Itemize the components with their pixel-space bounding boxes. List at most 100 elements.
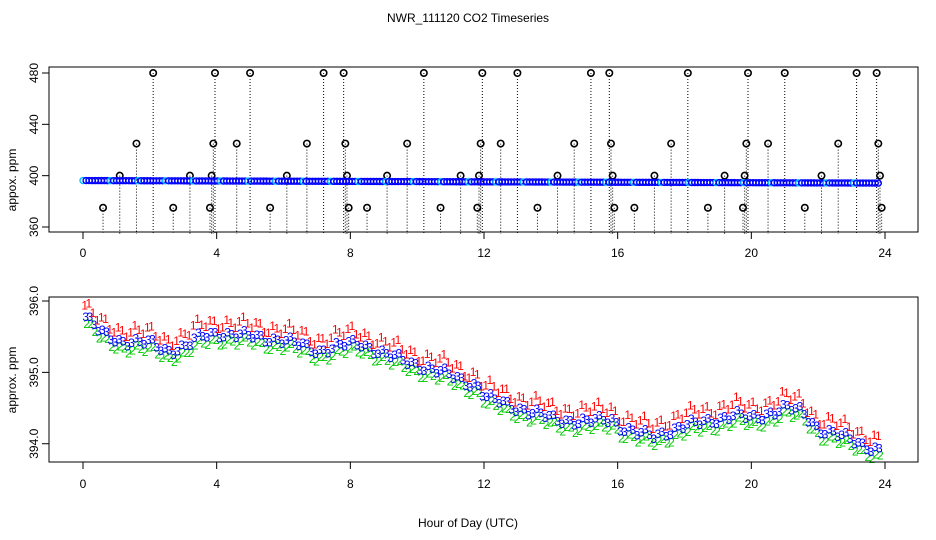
marker-1: 1 bbox=[157, 334, 164, 348]
marker-3: 3 bbox=[116, 332, 123, 346]
bottom-y-tick-label: 396.0 bbox=[27, 286, 41, 316]
marker-2: 2 bbox=[534, 409, 541, 423]
marker-3: 3 bbox=[224, 325, 231, 339]
marker-1: 1 bbox=[741, 401, 748, 415]
marker-3: 3 bbox=[412, 357, 419, 371]
marker-1: 1 bbox=[658, 413, 665, 427]
marker-2: 2 bbox=[246, 336, 253, 350]
marker-1: 1 bbox=[244, 317, 251, 331]
marker-2: 2 bbox=[727, 420, 734, 434]
marker-2: 2 bbox=[739, 414, 746, 428]
marker-1: 1 bbox=[424, 347, 431, 361]
marker-2: 2 bbox=[468, 388, 475, 402]
marker-2: 2 bbox=[179, 345, 186, 359]
marker-2: 2 bbox=[409, 362, 416, 376]
marker-1: 1 bbox=[148, 319, 155, 333]
top-x-tick-label: 12 bbox=[477, 246, 491, 260]
marker-1: 1 bbox=[370, 338, 377, 352]
marker-3: 3 bbox=[337, 338, 344, 352]
marker-2: 2 bbox=[864, 450, 871, 464]
marker-2: 2 bbox=[743, 419, 750, 433]
marker-2: 2 bbox=[363, 345, 370, 359]
marker-2: 2 bbox=[188, 346, 195, 360]
marker-1: 1 bbox=[324, 337, 331, 351]
outlier-point bbox=[205, 203, 214, 212]
marker-1: 1 bbox=[624, 408, 631, 422]
marker-2: 2 bbox=[844, 433, 851, 447]
marker-1: 1 bbox=[407, 343, 414, 357]
marker-2: 2 bbox=[447, 374, 454, 388]
marker-3: 3 bbox=[726, 413, 733, 427]
marker-2: 2 bbox=[622, 432, 629, 446]
marker-1: 1 bbox=[704, 399, 711, 413]
marker-1: 1 bbox=[215, 322, 222, 336]
marker-2: 2 bbox=[351, 339, 358, 353]
outlier-point bbox=[266, 203, 275, 212]
marker-2: 2 bbox=[255, 335, 262, 349]
marker-3: 3 bbox=[345, 334, 352, 348]
marker-1: 1 bbox=[378, 330, 385, 344]
marker-3: 3 bbox=[141, 338, 148, 352]
marker-1: 1 bbox=[712, 408, 719, 422]
marker-2: 2 bbox=[877, 449, 884, 463]
marker-1: 1 bbox=[708, 407, 715, 421]
marker-1: 1 bbox=[344, 322, 351, 336]
marker-1: 1 bbox=[311, 337, 318, 351]
marker-3: 3 bbox=[542, 411, 549, 425]
marker-1: 1 bbox=[273, 322, 280, 336]
marker-2: 2 bbox=[852, 445, 859, 459]
marker-2: 2 bbox=[718, 418, 725, 432]
marker-2: 2 bbox=[163, 349, 170, 363]
marker-2: 2 bbox=[818, 434, 825, 448]
marker-1: 1 bbox=[875, 429, 882, 443]
marker-1: 1 bbox=[516, 389, 523, 403]
marker-3: 3 bbox=[304, 337, 311, 351]
outlier-point bbox=[570, 139, 579, 148]
marker-2: 2 bbox=[217, 338, 224, 352]
marker-3: 3 bbox=[95, 325, 102, 339]
marker-2: 2 bbox=[430, 369, 437, 383]
marker-1: 1 bbox=[461, 369, 468, 383]
marker-3: 3 bbox=[851, 438, 858, 452]
marker-3: 3 bbox=[166, 344, 173, 358]
marker-3: 3 bbox=[233, 331, 240, 345]
marker-3: 3 bbox=[546, 409, 553, 423]
marker-3: 3 bbox=[701, 414, 708, 428]
marker-1: 1 bbox=[395, 333, 402, 347]
marker-1: 1 bbox=[144, 320, 151, 334]
outlier-point bbox=[246, 69, 255, 78]
outlier-point bbox=[473, 203, 482, 212]
marker-3: 3 bbox=[625, 420, 632, 434]
marker-3: 3 bbox=[600, 413, 607, 427]
marker-2: 2 bbox=[167, 351, 174, 365]
marker-3: 3 bbox=[872, 440, 879, 454]
outlier-point bbox=[875, 171, 884, 180]
bottom-y-tick-label: 395.0 bbox=[27, 357, 41, 387]
marker-2: 2 bbox=[401, 361, 408, 375]
marker-2: 2 bbox=[413, 364, 420, 378]
marker-3: 3 bbox=[826, 422, 833, 436]
marker-3: 3 bbox=[107, 333, 114, 347]
marker-1: 1 bbox=[629, 411, 636, 425]
marker-3: 3 bbox=[291, 335, 298, 349]
marker-2: 2 bbox=[831, 431, 838, 445]
marker-1: 1 bbox=[783, 386, 790, 400]
marker-3: 3 bbox=[103, 325, 110, 339]
marker-3: 3 bbox=[809, 416, 816, 430]
marker-3: 3 bbox=[421, 364, 428, 378]
marker-1: 1 bbox=[549, 395, 556, 409]
outlier-point bbox=[149, 69, 158, 78]
marker-3: 3 bbox=[717, 411, 724, 425]
marker-1: 1 bbox=[745, 398, 752, 412]
marker-1: 1 bbox=[700, 402, 707, 416]
chart-title: NWR_111120 CO2 Timeseries bbox=[387, 11, 549, 25]
marker-3: 3 bbox=[270, 331, 277, 345]
marker-3: 3 bbox=[638, 426, 645, 440]
marker-2: 2 bbox=[626, 428, 633, 442]
marker-2: 2 bbox=[426, 366, 433, 380]
marker-2: 2 bbox=[660, 432, 667, 446]
outlier-point bbox=[403, 139, 412, 148]
marker-2: 2 bbox=[493, 399, 500, 413]
marker-1: 1 bbox=[737, 394, 744, 408]
marker-2: 2 bbox=[639, 433, 646, 447]
